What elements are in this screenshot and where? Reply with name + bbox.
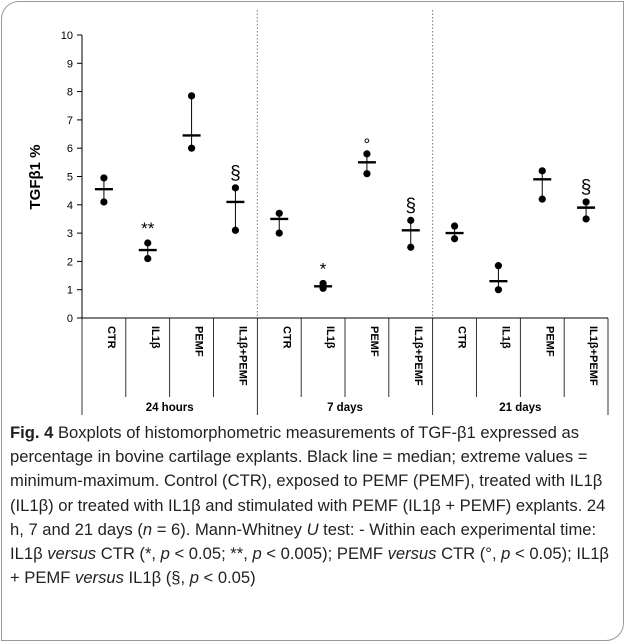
box-1: ** [138,219,157,263]
min-point [187,144,196,152]
y-axis: 0 1 2 3 4 5 6 7 8 9 10 [61,30,608,325]
category-label: IL1β [324,326,336,349]
significance-mark: § [581,177,592,198]
significance-mark: § [230,163,241,184]
min-point [582,215,590,223]
significance-mark: * [320,259,327,278]
box-2 [182,92,201,152]
max-point [407,216,415,224]
x-axis: CTR IL1β PEMF IL1β+PEMF CTR IL1β PEMF IL1β+PEMF… [81,318,609,415]
min-point [319,284,327,292]
y-tick-label: 7 [67,115,73,127]
category-label: IL1β [149,326,161,349]
min-point [100,198,108,206]
box-7: § [401,195,420,251]
box-3: § [226,163,245,234]
min-point [450,235,459,243]
y-tick-label: 9 [67,58,73,70]
y-tick-label: 8 [67,87,73,99]
category-label: PEMF [368,326,380,357]
y-tick-label: 6 [67,143,73,155]
group-label: 21 days [499,402,541,414]
y-tick-label: 5 [67,172,73,184]
box-10 [533,167,552,203]
min-point [407,243,415,251]
plot-area: ** § * ° § § [94,10,596,318]
min-point [363,170,371,178]
y-tick-label: 3 [67,228,73,240]
category-label: IL1β+PEMF [587,326,599,386]
max-point [582,198,590,206]
category-label: PEMF [193,326,205,357]
box-0 [94,174,113,206]
max-point [363,150,371,158]
box-8 [445,222,464,243]
significance-mark: § [405,195,416,216]
group-label: 7 days [327,402,363,414]
max-point [494,262,503,270]
y-tick-label: 10 [61,30,73,42]
figure-caption: Fig. 4 Boxplots of histomorphometric mea… [10,423,609,588]
y-tick-label: 4 [67,200,73,212]
boxplot-chart: TGFβ1 % 0 1 2 3 4 5 6 7 8 9 10 ** § * ° § § CTR IL1β PEMF… [27,10,609,415]
max-point [144,239,152,247]
min-point [144,254,152,263]
y-tick-label: 1 [67,285,73,297]
max-point [538,167,546,175]
box-9 [489,262,508,294]
significance-mark: ** [141,219,155,238]
category-label: IL1β [499,326,511,349]
max-point [100,174,108,182]
y-tick-label: 2 [67,256,73,268]
max-point [275,209,283,217]
category-label: CTR [456,326,468,349]
category-label: CTR [280,326,292,349]
box-4 [270,209,289,237]
significance-mark: ° [364,135,371,154]
min-point [538,195,546,203]
y-tick-label: 0 [67,313,73,325]
category-label: IL1β+PEMF [236,326,248,386]
max-point [231,184,240,192]
caption-label: Fig. 4 [10,423,54,442]
y-axis-label: TGFβ1 % [27,145,44,210]
category-label: CTR [105,326,117,349]
category-label: PEMF [543,326,555,357]
min-point [275,229,283,237]
min-point [494,286,503,294]
min-point [231,226,240,234]
box-11: § [577,177,596,223]
category-label: IL1β+PEMF [412,326,424,386]
max-point [187,92,196,100]
max-point [450,222,459,230]
box-5: * [314,259,333,292]
box-6: ° [357,135,376,178]
group-label: 24 hours [146,402,194,414]
